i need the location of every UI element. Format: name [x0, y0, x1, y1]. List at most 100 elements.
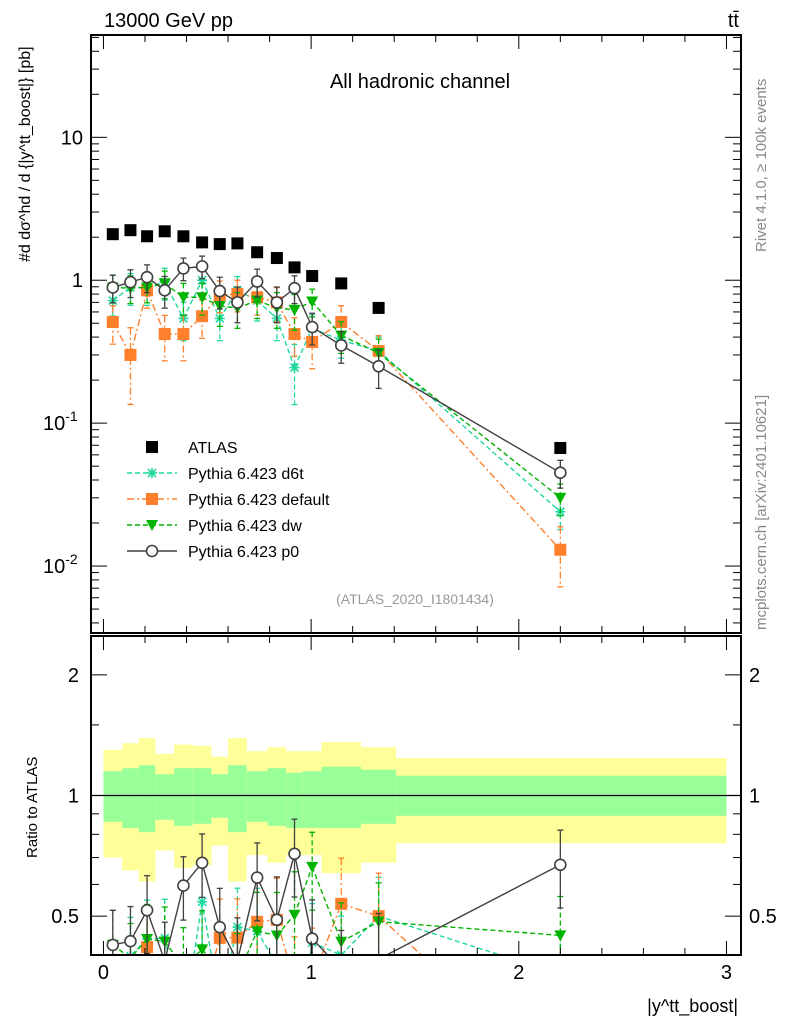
band-inner — [286, 772, 303, 828]
default-point — [288, 328, 301, 341]
band-inner — [228, 765, 247, 833]
p0-point — [213, 284, 227, 298]
y-tick-label: 10 — [61, 127, 83, 149]
p0-line-segment-ratio — [256, 877, 278, 921]
default-line-segment — [146, 290, 166, 335]
default-point — [124, 348, 137, 361]
legend-p0-marker — [145, 544, 159, 558]
legend-dw-label: Pythia 6.423 dw — [188, 518, 302, 535]
rivet-label: Rivet 4.1.0, ≥ 100k events — [753, 79, 770, 252]
p0-line-segment-ratio — [165, 885, 185, 955]
p0-point-ratio — [213, 920, 227, 934]
y-tick-label: 10-1 — [43, 408, 78, 435]
x-tick-label: 0 — [98, 962, 109, 984]
dw-point-ratio — [196, 944, 209, 955]
dw-point — [251, 295, 264, 307]
atlas-point — [196, 236, 209, 249]
x-tick-label: 1 — [306, 962, 317, 984]
dw-point-ratio — [306, 861, 319, 873]
ratio-y-tick-label-left: 0.5 — [51, 906, 79, 928]
legend-dw-marker — [146, 520, 158, 531]
legend: ATLAS Pythia 6.423 d6t Pythia 6.423 defaul… — [127, 440, 330, 561]
band-inner — [155, 774, 175, 820]
p0-line-segment-ratio — [201, 862, 221, 928]
default-point — [106, 316, 119, 329]
legend-d6t-marker — [147, 468, 157, 478]
y-tick-label-exponent: -1 — [65, 408, 78, 424]
band-inner — [267, 768, 287, 826]
default-point — [158, 328, 171, 341]
d6t-point-ratio — [197, 896, 208, 907]
default-line-segment-ratio — [214, 937, 221, 955]
p0-point — [334, 339, 348, 352]
atlas-point — [177, 230, 190, 243]
legend-default-label: Pythia 6.423 default — [188, 492, 330, 509]
x-tick-label: 2 — [513, 962, 524, 984]
legend-default-marker — [146, 493, 158, 505]
p0-point-ratio — [124, 934, 137, 948]
default-line-segment-ratio — [341, 903, 379, 917]
band-inner — [174, 768, 193, 826]
dw-line-segment-ratio — [132, 938, 148, 955]
dw-line-segment-ratio — [246, 930, 258, 955]
p0-point-ratio — [288, 847, 301, 861]
p0-line-segment-ratio — [238, 877, 258, 955]
y-tick-label: 10-2 — [43, 551, 78, 578]
p0-point — [372, 359, 385, 373]
default-line-segment-ratio — [321, 903, 342, 955]
dw-line-segment-ratio — [311, 866, 342, 943]
p0-line-segment — [340, 344, 379, 367]
p0-point — [177, 262, 190, 275]
atlas-point — [251, 246, 264, 259]
ratio-y-tick-label-right: 0.5 — [749, 906, 777, 928]
legend-atlas-marker — [146, 441, 158, 453]
p0-point — [106, 281, 120, 294]
dw-line-segment — [340, 334, 379, 354]
d6t-point — [289, 362, 300, 373]
dw-line-segment — [378, 352, 561, 499]
p0-line-segment — [378, 365, 561, 474]
dw-point — [306, 296, 319, 308]
legend-atlas-label: ATLAS — [188, 440, 238, 457]
p0-line-segment-ratio — [276, 853, 296, 921]
chart-title: All hadronic channel — [330, 71, 510, 93]
d6t-line-segment — [276, 318, 296, 368]
band-inner — [360, 769, 397, 824]
p0-point — [305, 320, 319, 334]
atlas-point — [288, 261, 301, 274]
mcplots-label: mcplots.cern.ch [arXiv:2401.10621] — [753, 395, 770, 630]
p0-point-ratio — [195, 856, 209, 870]
d6t-line-segment — [293, 328, 313, 368]
main-plot-frame — [90, 34, 742, 634]
header-left: 13000 GeV pp — [104, 10, 233, 32]
main-ylabel: #d dσ^hd / d {|y^tt_boost|} [pb] — [17, 46, 34, 262]
dw-point-ratio — [251, 926, 264, 938]
dw-point — [196, 292, 209, 304]
p0-line-segment-ratio — [386, 864, 561, 955]
default-point — [177, 328, 190, 341]
atlas-point — [158, 225, 171, 238]
p0-line-segment — [293, 287, 313, 328]
p0-point-ratio — [250, 871, 264, 884]
p0-point — [270, 296, 284, 309]
p0-point — [554, 466, 567, 479]
p0-point — [231, 296, 244, 309]
dw-point — [177, 292, 190, 304]
x-axis-label: |y^tt_boost| — [647, 996, 738, 1017]
p0-point-ratio — [305, 932, 319, 946]
p0-line-segment-ratio — [293, 853, 313, 939]
atlas-point — [124, 224, 137, 237]
band-inner — [103, 771, 123, 822]
default-line-segment — [129, 290, 148, 356]
header-right: tt̄ — [728, 10, 740, 32]
dw-point — [554, 492, 567, 504]
d6t-line-segment — [341, 339, 379, 352]
band-inner — [321, 766, 361, 828]
p0-line-segment-ratio — [146, 910, 164, 955]
atlas-point — [213, 238, 226, 251]
d6t-line-segment-ratio — [340, 915, 380, 955]
atlas-point — [554, 441, 567, 454]
atlas-point — [106, 228, 119, 241]
ratio-y-tick-label-left: 2 — [68, 665, 79, 687]
